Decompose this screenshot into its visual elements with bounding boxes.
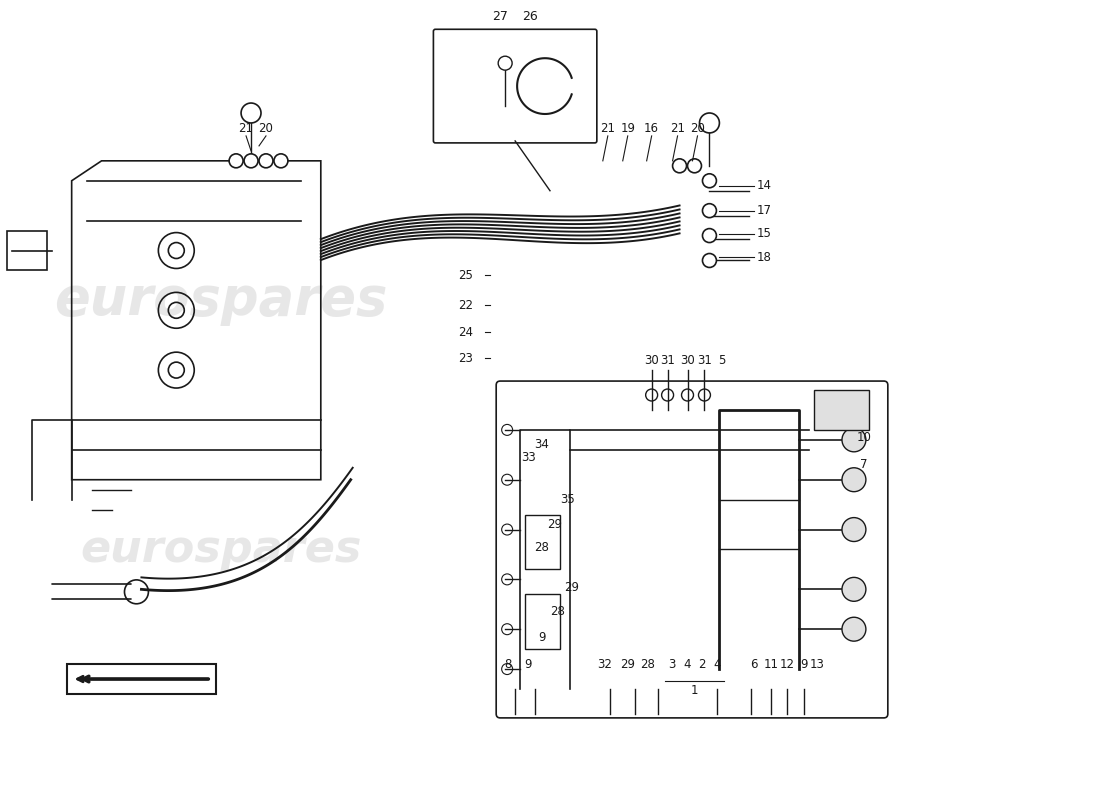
Text: 32: 32: [597, 658, 613, 670]
Text: 3: 3: [668, 658, 675, 670]
Text: 9: 9: [525, 658, 531, 670]
FancyBboxPatch shape: [496, 381, 888, 718]
Text: 30: 30: [645, 354, 659, 366]
Text: 21: 21: [239, 122, 254, 135]
Text: 27: 27: [492, 10, 508, 23]
Circle shape: [258, 154, 273, 168]
Text: 29: 29: [564, 581, 580, 594]
Bar: [67, 664, 217, 694]
Text: 5: 5: [717, 354, 725, 366]
Bar: [525, 594, 560, 649]
Circle shape: [498, 56, 513, 70]
Text: 2: 2: [697, 658, 705, 670]
Circle shape: [703, 229, 716, 242]
Circle shape: [241, 103, 261, 123]
Text: 25: 25: [458, 269, 473, 282]
Circle shape: [700, 113, 719, 133]
Text: 30: 30: [680, 354, 695, 366]
FancyBboxPatch shape: [433, 30, 597, 143]
Text: 4: 4: [714, 658, 722, 670]
Text: eurospares: eurospares: [55, 274, 388, 326]
Circle shape: [229, 154, 243, 168]
Text: 22: 22: [458, 299, 473, 312]
Text: eurospares: eurospares: [623, 485, 816, 514]
Circle shape: [842, 618, 866, 641]
Circle shape: [688, 159, 702, 173]
Text: 35: 35: [561, 493, 575, 506]
Text: 28: 28: [535, 541, 550, 554]
Text: 16: 16: [645, 122, 659, 135]
Circle shape: [842, 518, 866, 542]
Text: 9: 9: [801, 658, 807, 670]
Text: 10: 10: [857, 431, 871, 444]
Text: 21: 21: [601, 122, 615, 135]
Text: 34: 34: [535, 438, 550, 451]
Circle shape: [703, 204, 716, 218]
Text: 23: 23: [458, 352, 473, 365]
Text: 7: 7: [860, 458, 868, 471]
Circle shape: [672, 159, 686, 173]
Text: 20: 20: [258, 122, 274, 135]
Bar: [525, 514, 560, 570]
Text: 6: 6: [750, 658, 758, 670]
Text: 19: 19: [620, 122, 635, 135]
Text: 9: 9: [538, 630, 546, 644]
Text: 8: 8: [505, 658, 512, 670]
Text: 21: 21: [670, 122, 685, 135]
Text: 15: 15: [757, 227, 772, 240]
Text: 13: 13: [810, 658, 825, 670]
Text: 24: 24: [458, 326, 473, 338]
Text: 14: 14: [757, 179, 772, 192]
Text: 33: 33: [520, 451, 536, 464]
Text: 11: 11: [763, 658, 779, 670]
Text: 28: 28: [640, 658, 656, 670]
Text: eurospares: eurospares: [80, 528, 362, 571]
Text: 4: 4: [684, 658, 691, 670]
Text: 29: 29: [620, 658, 635, 670]
Circle shape: [703, 174, 716, 188]
Circle shape: [842, 578, 866, 602]
Text: 31: 31: [660, 354, 675, 366]
Circle shape: [244, 154, 258, 168]
Circle shape: [703, 254, 716, 267]
Text: 17: 17: [757, 204, 772, 217]
Text: 31: 31: [697, 354, 712, 366]
Text: 26: 26: [522, 10, 538, 23]
Circle shape: [274, 154, 288, 168]
Circle shape: [842, 428, 866, 452]
Bar: [7, 230, 47, 270]
Bar: [814, 390, 869, 430]
Text: 1: 1: [691, 685, 698, 698]
Text: 18: 18: [757, 251, 772, 264]
Text: 20: 20: [690, 122, 705, 135]
Text: 12: 12: [780, 658, 794, 670]
Text: 29: 29: [548, 518, 562, 531]
Text: 28: 28: [550, 605, 565, 618]
Circle shape: [842, 468, 866, 492]
